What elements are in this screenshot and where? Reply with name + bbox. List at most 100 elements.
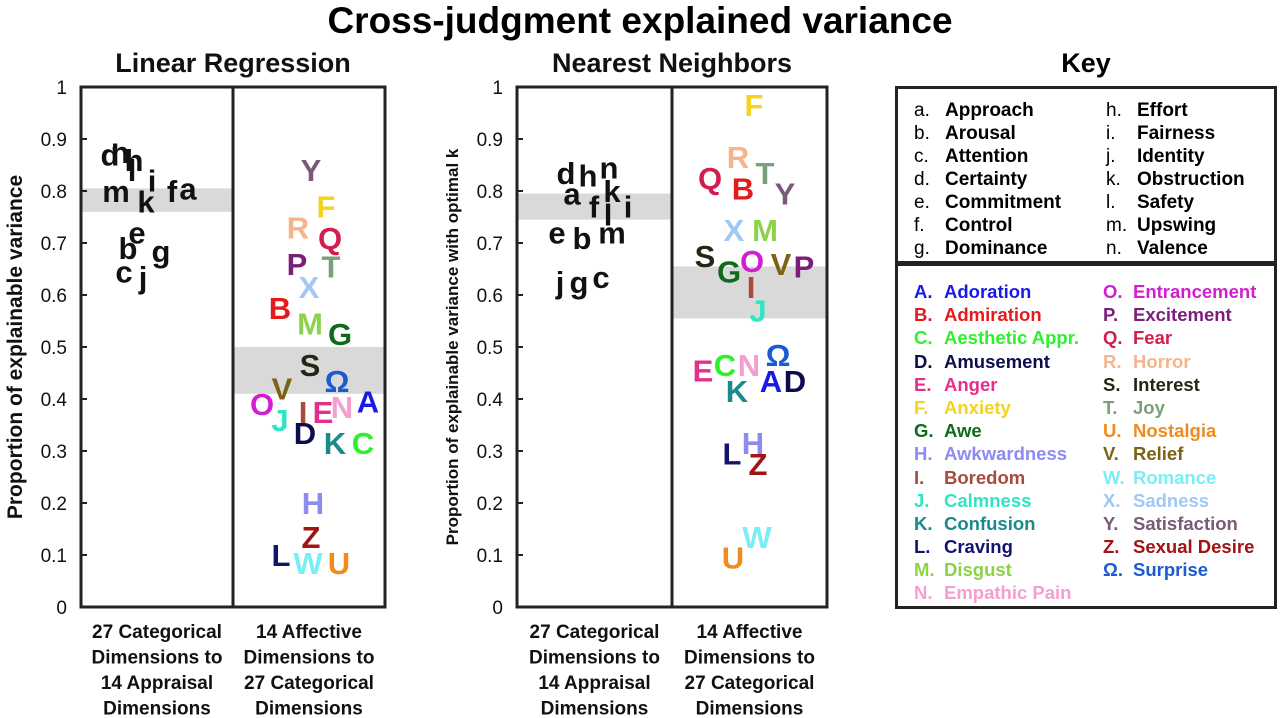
point-category-I: I <box>299 395 308 430</box>
key-item-name: Attention <box>945 146 1029 167</box>
key-item: Q. Fear <box>1103 326 1256 349</box>
figure-title: Cross-judgment explained variance <box>327 0 953 41</box>
key-item-letter: W. <box>1103 466 1125 488</box>
key-item-letter: D. <box>914 350 933 372</box>
key-item-name: Nostalgia <box>1133 420 1217 442</box>
x-category-label: 27 Categorical <box>685 673 815 694</box>
key-item-letter: U. <box>1103 420 1122 442</box>
key-item-name: Satisfaction <box>1133 512 1238 534</box>
key-item-letter: c. <box>914 146 929 167</box>
point-appraisal-d: d <box>557 156 576 191</box>
point-category-B: B <box>269 291 291 326</box>
key-item-letter: n. <box>1106 238 1122 259</box>
key-item-name: Sexual Desire <box>1133 536 1255 558</box>
point-category-L: L <box>723 437 742 472</box>
point-category-Q: Q <box>698 161 722 196</box>
key-item-letter: A. <box>914 281 933 302</box>
key-item-letter: f. <box>914 215 925 236</box>
key-item: m. Upswing <box>1106 214 1245 237</box>
key-item-letter: M. <box>914 559 935 581</box>
point-category-A: A <box>760 364 782 399</box>
key-item-name: Commitment <box>945 192 1062 213</box>
point-category-J: J <box>749 294 766 329</box>
key-item-letter: K. <box>914 512 933 534</box>
point-appraisal-g: g <box>570 265 589 300</box>
key-item: l. Safety <box>1106 191 1245 214</box>
key-item-name: Obstruction <box>1137 169 1245 190</box>
y-tick-label: 0.3 <box>477 442 503 463</box>
key-item: U. Nostalgia <box>1103 419 1256 442</box>
y-tick-label: 1 <box>56 78 67 99</box>
point-appraisal-h: h <box>125 143 144 178</box>
y-tick-label: 0.9 <box>41 130 67 151</box>
point-category-C: C <box>714 348 736 383</box>
key-category-column-2: O. Entrancement P. Excitement Q. Fear R. Horror… <box>1103 280 1256 581</box>
key-item-name: Admiration <box>944 304 1042 326</box>
y-tick-label: 0.3 <box>41 442 67 463</box>
key-appraisal-column-2: h. Effort i. Fairness j. Identity k. Obstructio… <box>1106 99 1245 260</box>
point-appraisal-k: k <box>603 174 621 209</box>
point-category-H: H <box>742 426 764 461</box>
point-category-F: F <box>745 88 764 123</box>
point-category-P: P <box>287 247 308 282</box>
y-tick-label: 0.7 <box>477 234 503 255</box>
y-tick-label: 0.6 <box>41 286 67 307</box>
point-appraisal-k: k <box>137 184 155 219</box>
key-item-name: Craving <box>944 536 1013 558</box>
key-item-name: Joy <box>1133 396 1165 418</box>
y-axis-label: Proportion of explainable variance <box>4 175 27 519</box>
key-item: G. Awe <box>914 419 1079 442</box>
key-item-letter: P. <box>1103 304 1119 326</box>
key-item-letter: H. <box>914 443 933 465</box>
y-tick-label: 1 <box>492 78 503 99</box>
x-category-label: Dimensions <box>255 699 363 718</box>
key-item: I. Boredom <box>914 466 1079 489</box>
key-item-letter: X. <box>1103 489 1121 511</box>
key-item-name: Surprise <box>1133 559 1209 581</box>
point-appraisal-a: a <box>563 177 581 212</box>
key-item-letter: V. <box>1103 443 1119 465</box>
key-item-name: Entrancement <box>1133 281 1257 302</box>
key-item-letter: O. <box>1103 281 1123 302</box>
key-item-name: Arousal <box>945 123 1016 144</box>
key-item: j. Identity <box>1106 145 1245 168</box>
key-item-name: Fairness <box>1137 123 1216 144</box>
nearest-neighbors-chart: 0 0.1 0.2 0.3 0.4 0.5 0.6 0.7 0.8 0.9 1 Nearest Nei… <box>443 48 829 718</box>
x-category-label: Dimensions to <box>92 648 223 669</box>
key-item-name: Certainty <box>945 169 1028 190</box>
chart-title: Linear Regression <box>115 48 351 78</box>
point-appraisal-n: n <box>111 135 130 170</box>
key-item-letter: a. <box>914 100 930 121</box>
point-category-H: H <box>302 486 324 521</box>
point-appraisal-l: l <box>604 197 613 232</box>
key-item-letter: B. <box>914 304 933 326</box>
point-category-W: W <box>742 520 772 555</box>
point-category-B: B <box>732 171 754 206</box>
key-item: W. Romance <box>1103 466 1256 489</box>
key-item: k. Obstruction <box>1106 168 1245 191</box>
key-item-letter: Ω. <box>1103 559 1123 581</box>
key-appraisal-box: a. Approach b. Arousal c. Attention d. Certaint… <box>895 86 1277 264</box>
key-item-letter: k. <box>1106 169 1121 190</box>
key-title: Key <box>1061 48 1111 78</box>
y-tick-label: 0.2 <box>41 494 67 515</box>
key-item: C. Aesthetic Appr. <box>914 326 1079 349</box>
key-item: e. Commitment <box>914 191 1061 214</box>
linear-regression-chart: 0 0.1 0.2 0.3 0.4 0.5 0.6 0.7 0.8 0.9 1 Linear Regr… <box>4 48 387 718</box>
key-item-name: Anger <box>944 373 998 395</box>
key-item-letter: Q. <box>1103 327 1123 349</box>
key-item: E. Anger <box>914 373 1079 396</box>
point-appraisal-c: c <box>115 255 132 290</box>
y-tick-label: 0.4 <box>477 390 504 411</box>
point-appraisal-g: g <box>152 234 171 269</box>
point-category-Y: Y <box>775 177 796 212</box>
key-item: i. Fairness <box>1106 122 1245 145</box>
point-appraisal-h: h <box>579 158 598 193</box>
key-item-letter: F. <box>914 396 929 418</box>
point-appraisal-m: m <box>598 216 626 251</box>
key-item: T. Joy <box>1103 396 1256 419</box>
key-item-name: Effort <box>1137 100 1188 121</box>
point-category-O: O <box>740 244 764 279</box>
ceiling-band <box>81 188 233 212</box>
key-item-name: Adoration <box>944 281 1032 302</box>
